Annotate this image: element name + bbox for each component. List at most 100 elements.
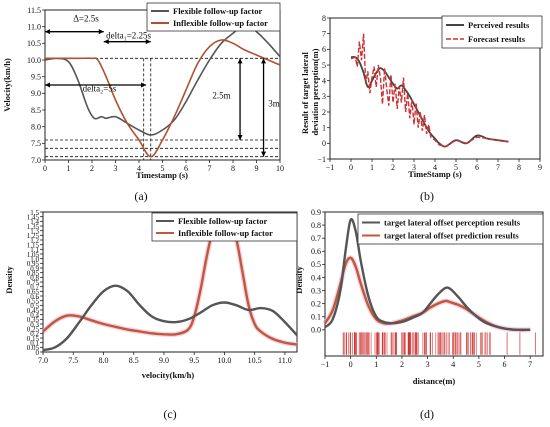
x-tick-label: 10.0 <box>217 356 231 365</box>
x-tick-label: 7.5 <box>68 356 78 365</box>
y-tick-label: 1 <box>322 123 326 132</box>
series-line <box>324 217 531 332</box>
x-tick-label: 4 <box>451 360 455 369</box>
x-tick-label: 8 <box>231 164 235 173</box>
y-tick-label: 1.5 <box>30 209 39 217</box>
y-tick-label: 0.3 <box>311 286 321 295</box>
ylabel-b-line2: deviation perception(m) <box>310 48 320 135</box>
x-tick-label: 7.0 <box>38 356 48 365</box>
y-tick-label: 1.1 <box>30 246 39 254</box>
rug-d <box>342 332 536 355</box>
y-tick-label: 0.05 <box>27 344 40 352</box>
x-tick-label: 9 <box>255 164 259 173</box>
y-tick-label: 0.45 <box>27 307 40 315</box>
x-tick-label: 5 <box>477 360 481 369</box>
y-tick-label: 0.25 <box>27 325 40 333</box>
y-tick-label: 5 <box>322 61 326 70</box>
legend-b: Perceived results Forecast results <box>441 15 543 49</box>
x-tick-label: 1 <box>370 163 374 172</box>
xlabel-a: Timestamp (s) <box>136 170 188 180</box>
y-tick-label: 0.3 <box>30 321 39 329</box>
panel-b: −1 0 1 2 3 4 5 6 7 8 9 −1 0 1 2 3 4 5 6 7 8 Perceived result… <box>300 14 543 203</box>
y-tick-label: 10.5 <box>27 39 41 48</box>
legend-label: Flexible follow-up factor <box>173 6 262 16</box>
y-tick-label: 0.1 <box>30 339 39 347</box>
y-tick-label: 7 <box>322 29 326 38</box>
x-tick-label: 3 <box>426 360 430 369</box>
x-tick-label: 10 <box>276 164 284 173</box>
x-tick-label: 0 <box>349 163 353 172</box>
series-d <box>322 217 531 333</box>
delta-1-arrow-head <box>145 39 151 45</box>
series-line <box>42 284 298 352</box>
x-tick-label: 2 <box>400 360 404 369</box>
y-tick-label: 0.75 <box>27 279 40 287</box>
y-tick-label: 6 <box>322 45 326 54</box>
y-tick-label: 2 <box>322 108 326 117</box>
x-tick-label: 1 <box>374 360 378 369</box>
delta-2-arrow-head <box>45 82 50 88</box>
y-tick-label: 4 <box>322 76 326 85</box>
ylabel-d: Density <box>294 266 304 294</box>
x-tick-label: 9 <box>538 163 542 172</box>
x-tick-label: 9.5 <box>189 356 199 365</box>
y-tick-label: 3 <box>322 92 326 101</box>
x-tick-label: 6 <box>475 163 479 172</box>
legend-box <box>146 2 281 32</box>
x-tick-label: 10.5 <box>248 356 262 365</box>
y-tick-label: 0.0 <box>311 326 321 335</box>
annotation-delta-2: delta₂=5s <box>83 84 117 94</box>
y-tick-label: 0.65 <box>27 288 40 296</box>
x-tick-label: 0 <box>349 360 353 369</box>
x-tick-label: 4 <box>137 164 141 173</box>
legend-label: Inflexible follow-up factor <box>173 18 268 28</box>
xlabel-b: TimeStamp (s) <box>408 169 462 179</box>
legend-label: Forecast results <box>468 34 526 44</box>
x-tick-label: 5 <box>161 164 165 173</box>
y-tick-label: 8 <box>322 14 326 23</box>
panel-a: 0 1 2 3 4 5 6 7 8 9 10 7.0 7.5 8.0 8.5 9.0 9.5 10.0 10.5 11… <box>2 2 284 203</box>
panel-label-c: (c) <box>163 407 176 421</box>
dim-2-arrow-head <box>261 151 267 157</box>
x-tick-label: 3 <box>114 164 118 173</box>
y-tick-label: 11.5 <box>27 6 41 15</box>
panel-label-a: (a) <box>134 189 147 203</box>
legend-label: Perceived results <box>468 20 530 30</box>
y-tick-label: 1.35 <box>27 223 40 231</box>
panel-d: −1 0 1 2 3 4 5 6 7 0.0 0.1 0.2 0.3 0.4 0.5 0.6 0.7 0.8 0.9… <box>294 208 544 421</box>
x-tick-label: 8 <box>517 163 521 172</box>
legend-box <box>441 15 543 49</box>
panel-c: 7.0 7.5 8.0 8.5 9.0 9.5 10.0 10.5 11.000.050.10.… <box>4 209 298 421</box>
x-tick-label: 11.0 <box>278 356 292 365</box>
x-tick-label: 9.0 <box>159 356 169 365</box>
y-tick-label: 1.0 <box>30 255 39 263</box>
y-tick-label: 9.0 <box>31 89 41 98</box>
x-tick-label: 3 <box>412 163 416 172</box>
annotation-delta-main: Δ=2.5s <box>73 14 99 24</box>
y-tick-label: 8.0 <box>31 122 41 131</box>
ticks-b: −1 0 1 2 3 4 5 6 7 8 9 −1 0 1 2 3 4 5 6 7 8 <box>317 14 542 172</box>
dim-2-arrow-head <box>261 58 267 64</box>
legend-a: Flexible follow-up factor Inflexible foll… <box>146 2 281 32</box>
annotations-a: Δ=2.5s delta₁=2.25s delta₂=5s 2.5m 3m <box>45 14 280 157</box>
x-tick-label: 1 <box>67 164 71 173</box>
y-tick-label: 0.2 <box>311 299 321 308</box>
delta-main-arrow-head <box>98 29 104 35</box>
y-tick-label: 7.5 <box>31 139 41 148</box>
series-c <box>41 216 298 352</box>
x-tick-label: 7 <box>528 360 532 369</box>
x-tick-label: 8.0 <box>98 356 108 365</box>
legend-box <box>151 212 298 242</box>
x-tick-label: 6 <box>184 164 188 173</box>
legend-d: target lateral offset perception results… <box>357 213 544 245</box>
x-tick-label: 4 <box>433 163 437 172</box>
y-tick-label: 11.0 <box>27 22 41 31</box>
panel-label-b: (b) <box>420 189 434 203</box>
x-tick-label: 0 <box>43 164 47 173</box>
y-tick-label: 0.2 <box>30 330 39 338</box>
y-tick-label: 0.35 <box>27 316 40 324</box>
annotation-dim-2: 3m <box>268 99 280 109</box>
y-tick-label: 10.0 <box>27 56 41 65</box>
x-tick-label: −1 <box>321 360 330 369</box>
legend-label: Flexible follow-up factor <box>178 216 267 226</box>
